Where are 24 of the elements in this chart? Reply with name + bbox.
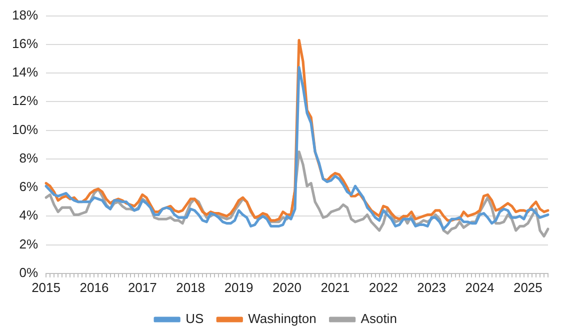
y-tick-label: 12% [12,93,38,108]
x-tick-label: 2019 [224,280,254,295]
x-tick-label: 2025 [513,280,542,295]
x-tick-label: 2018 [176,280,206,295]
y-tick-label: 0% [19,264,38,280]
y-tick-label: 2% [19,236,38,252]
y-tick-label: 4% [19,208,38,223]
legend-label: US [186,311,204,326]
y-tick-label: 18% [12,7,38,22]
x-tick-label: 2017 [128,280,157,295]
x-tick-label: 2015 [32,280,60,295]
y-tick-label: 8% [19,150,38,166]
x-tick-label: 2024 [465,280,494,295]
y-tick-label: 6% [19,179,38,194]
y-tick-label: 10% [12,122,38,137]
x-tick-label: 2021 [320,280,350,295]
x-tick-label: 2020 [272,280,302,295]
x-tick-label: 2016 [80,280,109,295]
x-tick-label: 2023 [417,280,446,295]
legend-label: Washington [248,311,316,326]
legend-label: Asotin [360,311,397,326]
y-tick-label: 16% [12,36,38,51]
y-tick-label: 14% [12,64,38,80]
x-tick-label: 2022 [368,280,398,295]
